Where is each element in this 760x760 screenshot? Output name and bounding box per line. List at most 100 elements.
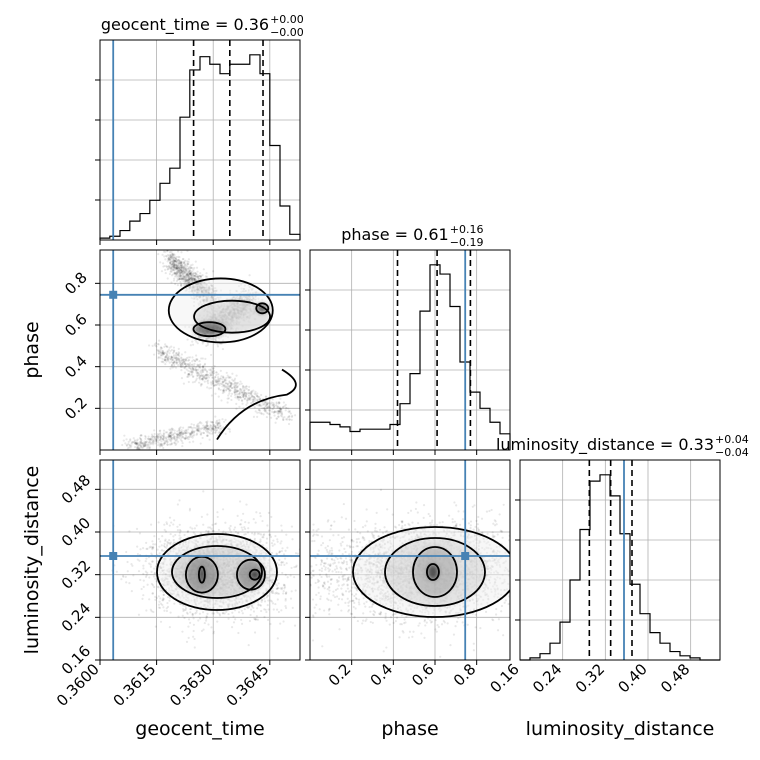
scatter-point <box>164 440 168 443</box>
scatter-point <box>159 436 162 439</box>
scatter-point <box>238 405 241 408</box>
scatter-point <box>260 599 263 602</box>
scatter-point <box>275 417 278 420</box>
scatter-point <box>272 411 275 414</box>
scatter-point <box>186 279 189 282</box>
scatter-point <box>180 260 183 264</box>
scatter-point <box>166 356 169 359</box>
contour-level-1 <box>193 299 271 334</box>
scatter-point <box>224 382 227 385</box>
scatter-point <box>154 342 158 345</box>
scatter-point <box>187 369 190 372</box>
scatter-point <box>172 266 176 269</box>
scatter-point <box>235 390 238 394</box>
scatter-point <box>228 385 231 388</box>
scatter-point <box>169 267 173 270</box>
contour-level-outer <box>216 368 297 441</box>
scatter-point <box>222 380 226 383</box>
scatter-point <box>196 270 199 273</box>
scatter-point <box>199 277 202 280</box>
scatter-point <box>186 274 189 278</box>
scatter-point <box>245 385 248 388</box>
scatter-point <box>169 264 172 267</box>
scatter-point <box>211 380 214 383</box>
scatter-point <box>170 355 173 359</box>
scatter-point <box>216 419 219 422</box>
scatter-point <box>286 576 289 579</box>
scatter-point <box>188 374 191 377</box>
scatter-point <box>247 396 250 400</box>
scatter-point <box>170 365 173 368</box>
scatter-point <box>170 433 173 437</box>
scatter-point <box>186 431 189 434</box>
scatter-point <box>190 278 193 281</box>
scatter-point <box>175 266 178 270</box>
scatter-point <box>202 377 205 380</box>
scatter-point <box>281 406 284 409</box>
scatter-point <box>172 258 175 261</box>
scatter-point <box>278 401 281 404</box>
scatter-point <box>270 589 273 593</box>
scatter-point <box>277 415 280 418</box>
scatter-point <box>158 429 161 433</box>
scatter-point <box>148 446 152 449</box>
scatter-point <box>263 407 266 410</box>
scatter-point <box>181 361 185 364</box>
scatter-point <box>180 275 183 278</box>
scatter-point <box>189 266 193 269</box>
scatter-point <box>184 276 187 279</box>
scatter-point <box>177 352 181 355</box>
scatter-point <box>162 439 166 442</box>
scatter-point <box>184 437 187 440</box>
scatter-point <box>169 255 172 258</box>
scatter-point <box>169 532 172 536</box>
scatter-point <box>169 256 173 259</box>
scatter-point <box>291 414 294 417</box>
scatter-point <box>243 391 246 394</box>
scatter-point <box>195 358 198 361</box>
scatter-point <box>207 530 210 534</box>
scatter-point <box>151 435 155 438</box>
scatter-point <box>236 389 239 393</box>
scatter-point <box>279 407 282 410</box>
scatter-point <box>148 441 151 444</box>
scatter-point <box>227 397 230 400</box>
scatter-point <box>263 403 266 406</box>
scatter-point <box>136 438 139 441</box>
scatter-point <box>222 389 225 392</box>
scatter-point <box>245 391 248 395</box>
scatter-point <box>189 621 192 624</box>
scatter-point <box>186 268 189 271</box>
scatter-point <box>177 359 181 363</box>
scatter-point <box>166 268 169 271</box>
scatter-point <box>171 260 175 263</box>
scatter-point <box>195 377 198 380</box>
scatter-point <box>227 388 231 391</box>
scatter-point <box>258 409 262 412</box>
scatter-point <box>279 587 282 590</box>
scatter-point <box>266 403 269 407</box>
scatter-point <box>257 408 260 412</box>
scatter-point <box>217 421 220 425</box>
scatter-point <box>172 350 175 354</box>
scatter-point <box>249 402 253 405</box>
scatter-point <box>191 356 194 359</box>
scatter-point <box>188 280 191 284</box>
scatter-point <box>170 348 174 352</box>
scatter-point <box>159 356 162 359</box>
scatter-point <box>194 379 198 382</box>
scatter-point <box>211 427 214 430</box>
scatter-point <box>171 256 174 260</box>
scatter-point <box>208 368 211 371</box>
scatter-point <box>273 410 276 413</box>
scatter-point <box>217 379 220 383</box>
scatter-point <box>212 427 215 430</box>
scatter-point <box>259 398 262 401</box>
scatter-point <box>157 433 161 436</box>
scatter-point <box>263 409 266 412</box>
scatter-point <box>173 277 176 280</box>
scatter-point <box>177 268 180 272</box>
scatter-point <box>278 401 281 404</box>
scatter-point <box>185 363 188 366</box>
scatter-point <box>171 428 175 431</box>
